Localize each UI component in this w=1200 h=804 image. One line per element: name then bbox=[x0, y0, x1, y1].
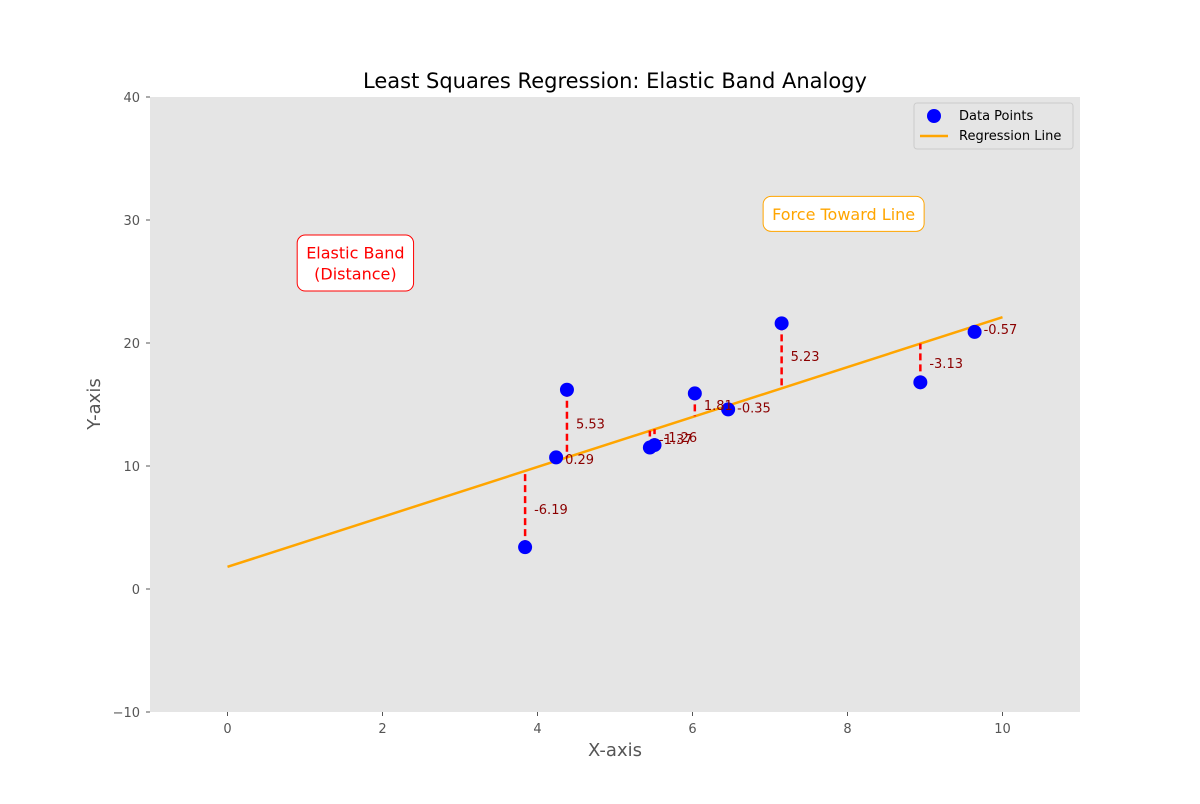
residual-label: -1.26 bbox=[664, 431, 698, 446]
y-tick-label: 30 bbox=[123, 214, 140, 229]
regression-line bbox=[227, 315, 1003, 569]
y-tick-label: 40 bbox=[123, 91, 140, 106]
legend: Data Points Regression Line bbox=[913, 102, 1074, 150]
annotations-layer: Elastic Band (Distance) Force Toward Line bbox=[296, 195, 925, 292]
x-axis-label: X-axis bbox=[588, 740, 642, 761]
x-tick-label: 6 bbox=[688, 722, 696, 737]
residual-label: -0.35 bbox=[737, 401, 771, 416]
data-point bbox=[774, 316, 789, 331]
residual-labels-layer: -6.19 0.29 5.53 -1.37-1.26 1.81 -0.35 5.23 -3.1… bbox=[534, 323, 1017, 518]
force-toward-line-annotation: Force Toward Line bbox=[762, 195, 925, 232]
y-tick-label: 0 bbox=[132, 583, 140, 598]
annotation-text-line: Elastic Band bbox=[306, 244, 404, 263]
annotation-text-line: Force Toward Line bbox=[772, 205, 915, 224]
residual-label: 1.81 bbox=[704, 399, 733, 414]
data-point bbox=[518, 540, 533, 555]
data-point bbox=[721, 402, 736, 417]
x-tick-label: 2 bbox=[378, 722, 386, 737]
legend-label-regression-line: Regression Line bbox=[959, 129, 1061, 144]
residual-label: -6.19 bbox=[534, 503, 568, 518]
annotation-box bbox=[296, 234, 415, 292]
residual-label: -0.57 bbox=[984, 323, 1018, 338]
y-tick-label: 10 bbox=[123, 460, 140, 475]
legend-box bbox=[913, 102, 1074, 150]
y-tick-label: −10 bbox=[113, 706, 140, 721]
annotation-text-line: (Distance) bbox=[314, 265, 396, 284]
data-point bbox=[687, 386, 702, 401]
y-tick-label: 20 bbox=[123, 337, 140, 352]
axis-ticks: 0 2 4 6 8 10 −10 0 10 20 30 40 bbox=[113, 91, 1011, 737]
annotation-box bbox=[762, 195, 925, 232]
legend-marker-data-points bbox=[927, 109, 941, 123]
plot-background bbox=[150, 97, 1080, 712]
residual-label: 5.53 bbox=[576, 418, 605, 433]
x-tick-label: 8 bbox=[843, 722, 851, 737]
data-point bbox=[549, 450, 564, 465]
data-point bbox=[913, 375, 928, 390]
x-tick-label: 4 bbox=[533, 722, 541, 737]
residual-label: -1.37 bbox=[659, 433, 693, 448]
residual-label: -3.13 bbox=[929, 357, 963, 372]
x-tick-label: 0 bbox=[223, 722, 231, 737]
regression-line-layer bbox=[227, 315, 1003, 569]
elastic-band-annotation: Elastic Band (Distance) bbox=[296, 234, 415, 292]
data-points-layer bbox=[518, 316, 982, 555]
data-point bbox=[559, 382, 574, 397]
legend-label-data-points: Data Points bbox=[959, 109, 1033, 124]
chart-title: Least Squares Regression: Elastic Band A… bbox=[363, 69, 867, 93]
data-point bbox=[647, 438, 662, 453]
y-axis-label: Y-axis bbox=[84, 378, 105, 430]
residual-label: 5.23 bbox=[791, 350, 820, 365]
data-point bbox=[967, 324, 982, 339]
x-tick-label: 10 bbox=[994, 722, 1011, 737]
residual-label: 0.29 bbox=[565, 453, 594, 468]
